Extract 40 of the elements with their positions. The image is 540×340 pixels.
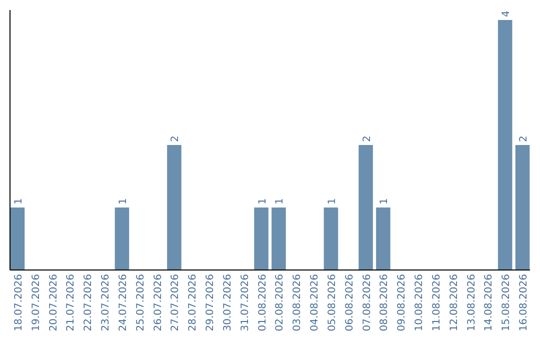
x-tick-label: 12.08.2026	[448, 274, 460, 332]
data-label: 4	[501, 10, 512, 17]
x-tick-label: 29.07.2026	[205, 274, 216, 332]
x-tick-label: 18.07.2026	[13, 274, 24, 332]
x-tick-label: 30.07.2026	[222, 274, 234, 332]
x-tick-label: 28.07.2026	[188, 274, 199, 332]
x-tick-label: 06.08.2026	[344, 274, 356, 332]
data-label: 2	[362, 136, 373, 142]
x-tick-label: 11.08.2026	[431, 274, 442, 332]
x-tick-label: 21.07.2026	[66, 274, 77, 332]
x-tick-label: 23.07.2026	[100, 274, 112, 332]
x-tick-label: 31.07.2026	[240, 274, 251, 332]
data-label: 1	[326, 198, 338, 204]
x-tick-label: 07.08.2026	[362, 274, 373, 332]
x-tick-label: 15.08.2026	[501, 274, 512, 332]
x-tick-label: 05.08.2026	[326, 274, 338, 332]
x-tick-label: 01.08.2026	[257, 274, 268, 332]
x-tick-label: 13.08.2026	[466, 274, 478, 332]
x-tick-label: 02.08.2026	[274, 274, 286, 332]
x-tick-label: 09.08.2026	[396, 274, 408, 332]
x-tick-label: 08.08.2026	[379, 274, 390, 332]
x-tick-label: 27.07.2026	[170, 274, 182, 332]
x-tick-label: 22.07.2026	[83, 274, 94, 332]
data-label: 1	[274, 198, 286, 204]
data-label: 1	[257, 198, 268, 204]
x-tick-label: 16.08.2026	[518, 274, 530, 332]
x-tick-label: 04.08.2026	[310, 274, 321, 332]
x-tick-label: 26.07.2026	[152, 274, 164, 332]
x-tick-label: 24.07.2026	[118, 274, 129, 332]
x-tick-label: 25.07.2026	[135, 274, 146, 332]
x-tick-label: 14.08.2026	[484, 274, 495, 332]
data-label: 2	[170, 136, 182, 142]
data-label: 1	[379, 198, 390, 204]
data-label: 2	[518, 136, 530, 142]
data-label: 1	[13, 198, 24, 204]
x-tick-label: 20.07.2026	[48, 274, 60, 332]
x-tick-label: 10.08.2026	[414, 274, 426, 332]
x-tick-label: 03.08.2026	[292, 274, 304, 332]
x-tick-label: 19.07.2026	[30, 274, 42, 332]
data-label: 1	[118, 198, 129, 204]
